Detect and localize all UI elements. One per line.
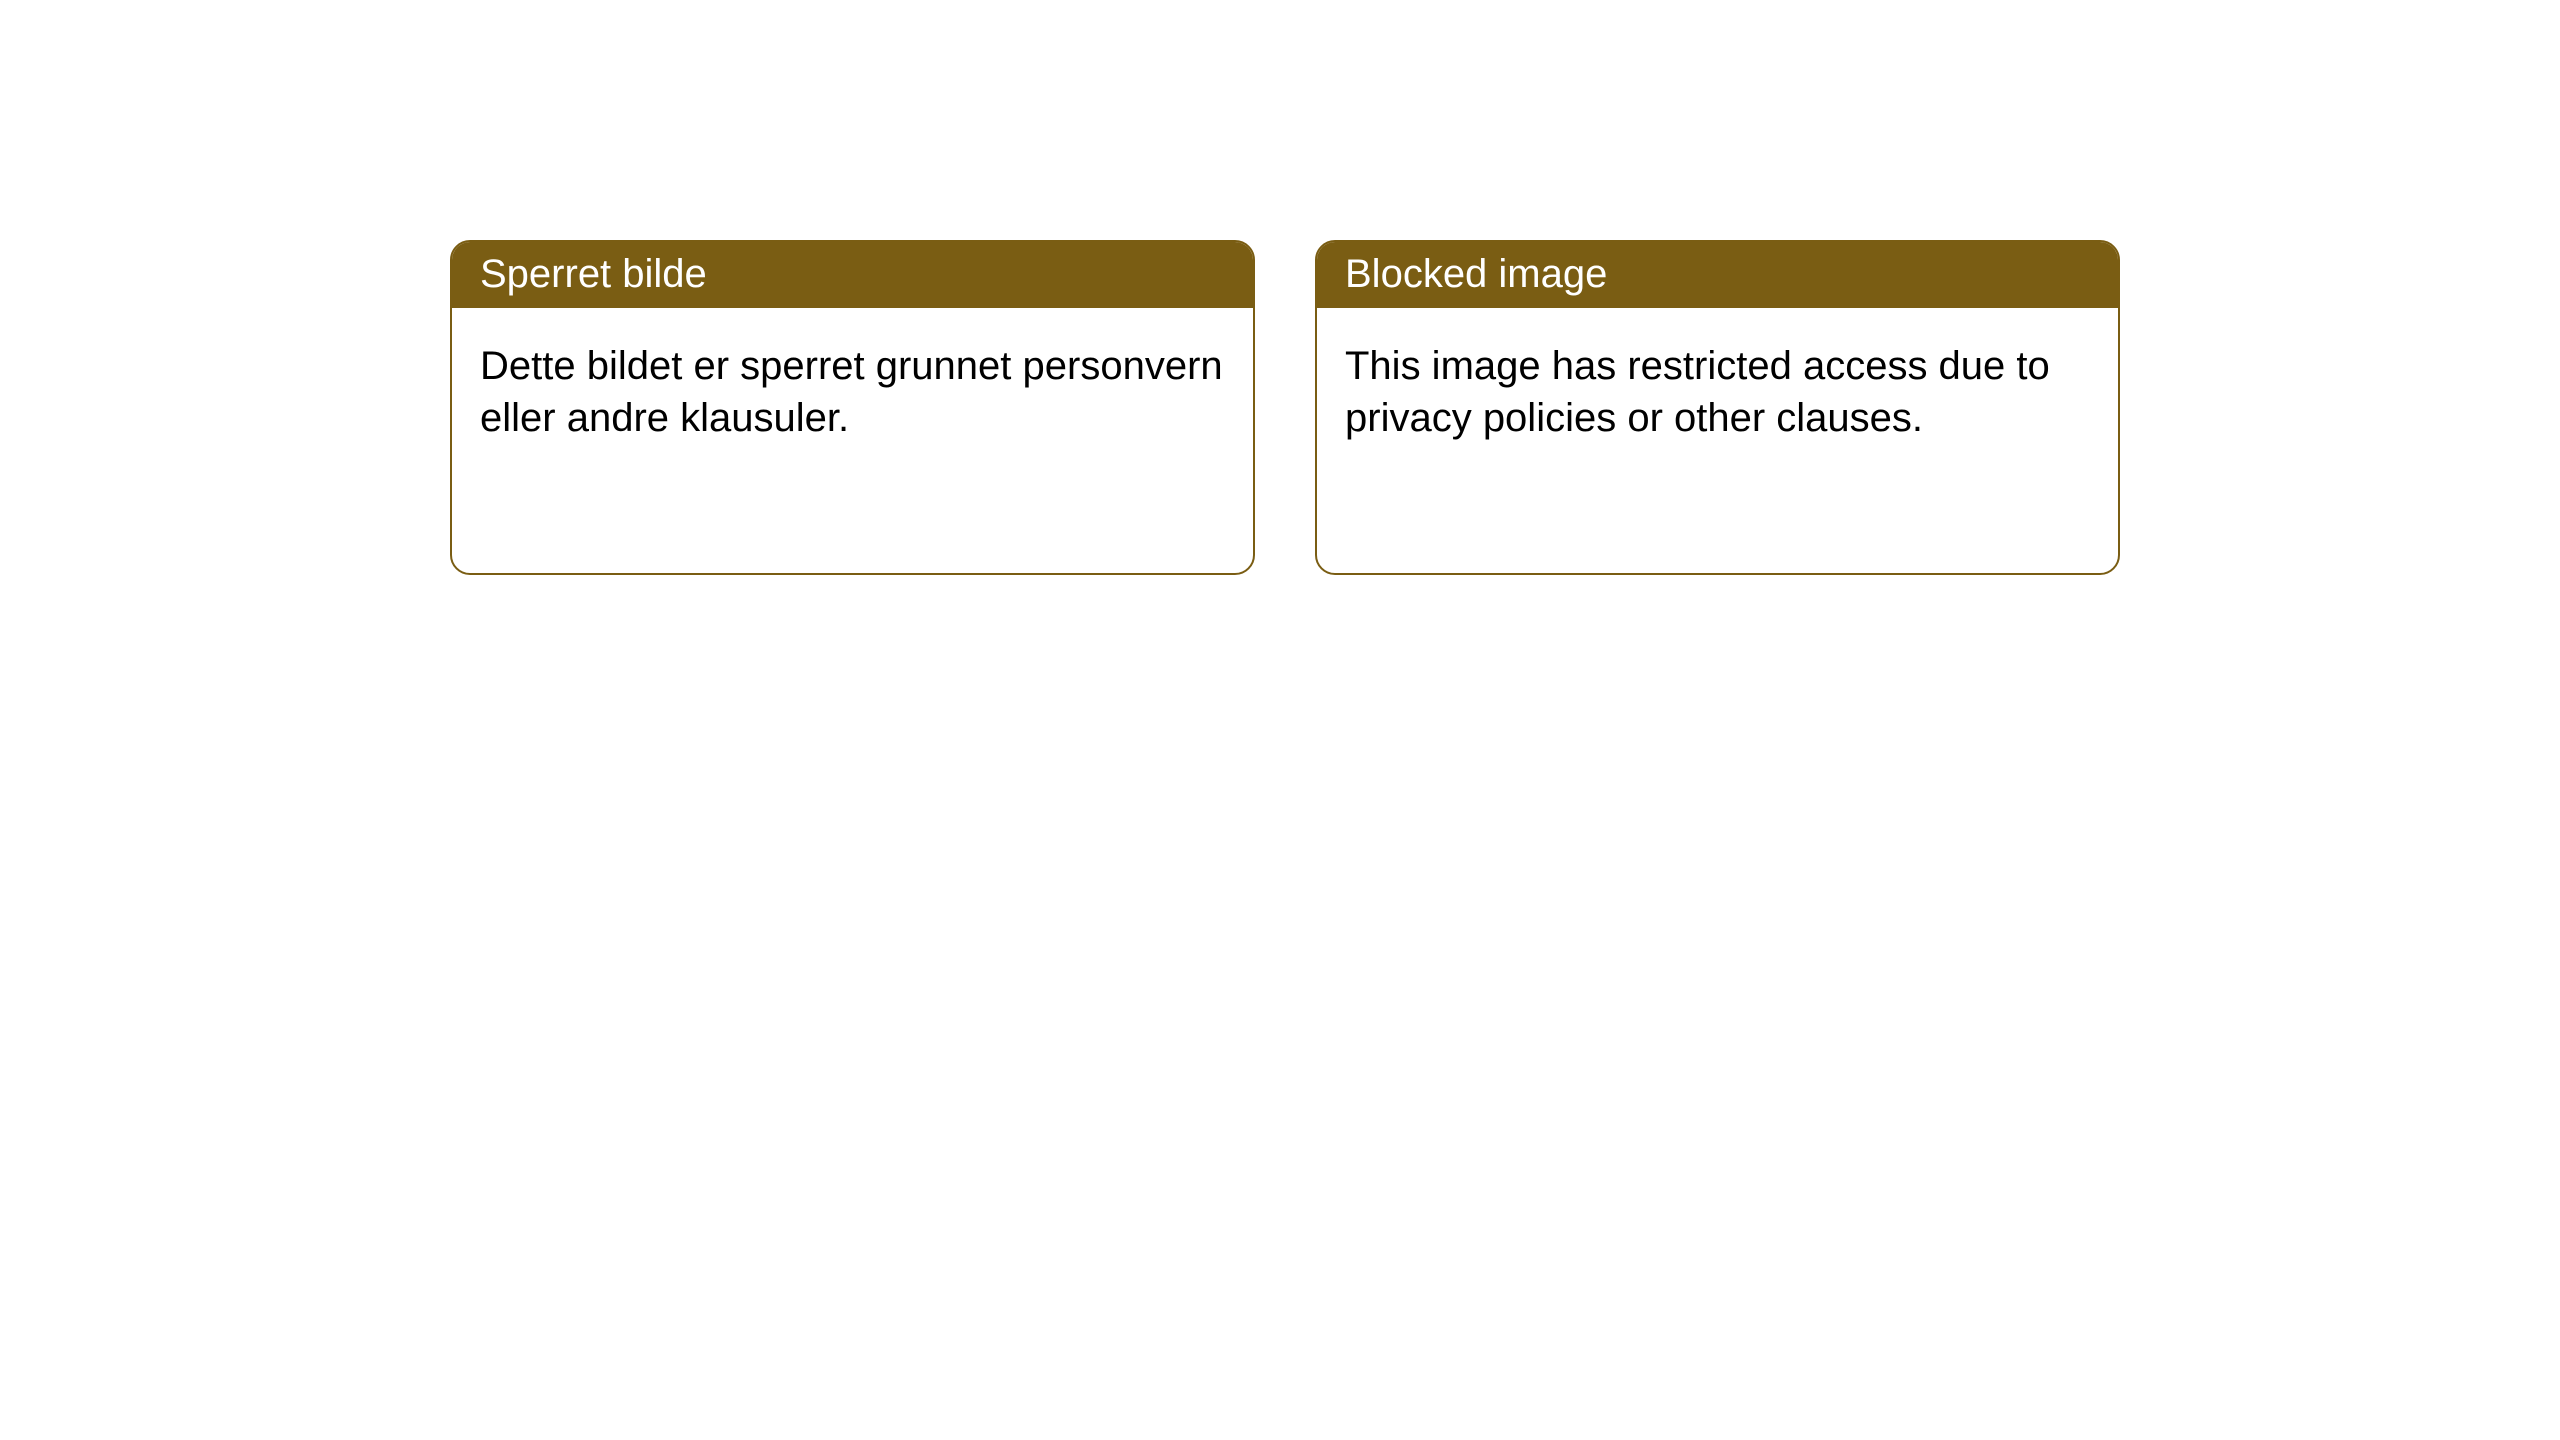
card-text: Dette bildet er sperret grunnet personve… — [480, 344, 1223, 440]
card-title: Sperret bilde — [480, 252, 707, 296]
card-body: This image has restricted access due to … — [1317, 308, 2118, 476]
notice-card-norwegian: Sperret bilde Dette bildet er sperret gr… — [450, 240, 1255, 575]
card-header: Blocked image — [1317, 242, 2118, 308]
card-text: This image has restricted access due to … — [1345, 344, 2050, 440]
notice-container: Sperret bilde Dette bildet er sperret gr… — [0, 0, 2560, 575]
card-body: Dette bildet er sperret grunnet personve… — [452, 308, 1253, 476]
card-header: Sperret bilde — [452, 242, 1253, 308]
card-title: Blocked image — [1345, 252, 1607, 296]
notice-card-english: Blocked image This image has restricted … — [1315, 240, 2120, 575]
